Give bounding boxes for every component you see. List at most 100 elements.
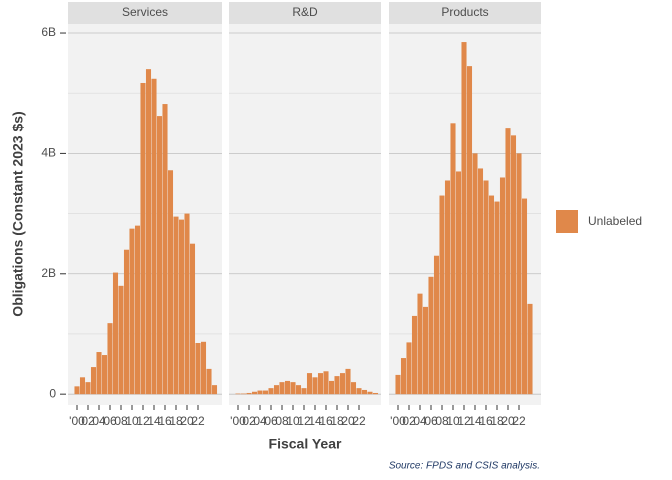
bar	[156, 116, 163, 395]
x-tick-label: 12	[136, 414, 150, 428]
bar	[96, 352, 102, 395]
bar	[279, 382, 285, 395]
x-tick-label: 02	[242, 414, 256, 428]
x-tick-label: 14	[308, 414, 322, 428]
bar	[350, 382, 357, 395]
x-tick-label: 10	[125, 414, 139, 428]
bar	[510, 135, 517, 395]
bar	[439, 195, 445, 395]
bar	[284, 380, 291, 395]
legend-label: Unlabeled	[588, 214, 642, 228]
x-tick-label: 20	[501, 414, 515, 428]
source-note: Source: FPDS and CSIS analysis.	[389, 461, 540, 472]
y-tick-label: 6B	[41, 25, 56, 39]
x-tick-label: 18	[169, 414, 183, 428]
x-tick-label: 08	[114, 414, 128, 428]
x-tick-label: 16	[479, 414, 493, 428]
bar	[312, 377, 318, 395]
x-tick-label: 10	[446, 414, 460, 428]
x-tick-label: '00	[230, 414, 246, 428]
bar	[151, 78, 157, 395]
x-tick-label: 18	[330, 414, 344, 428]
bar	[145, 69, 152, 395]
bar	[295, 385, 302, 395]
bar	[112, 272, 119, 395]
bar	[301, 388, 307, 395]
legend-swatch	[556, 210, 578, 233]
bar	[334, 376, 340, 395]
bar	[466, 66, 473, 395]
bar	[356, 388, 362, 395]
bar	[428, 276, 434, 395]
x-tick-label: 04	[413, 414, 427, 428]
bar	[251, 391, 258, 395]
y-tick-label: 0	[49, 386, 56, 400]
bar	[134, 225, 141, 395]
bar	[367, 391, 373, 395]
y-tick-label: 4B	[41, 146, 56, 160]
bar	[268, 388, 274, 395]
bar	[345, 368, 351, 395]
bar	[195, 343, 201, 395]
x-tick-label: 06	[103, 414, 117, 428]
bar	[240, 393, 247, 395]
x-tick-label: 12	[457, 414, 471, 428]
bar	[372, 392, 379, 395]
x-tick-label: 04	[92, 414, 106, 428]
bar	[461, 42, 467, 395]
bar	[400, 358, 407, 395]
bar	[395, 374, 401, 395]
x-tick-label: 22	[352, 414, 366, 428]
x-tick-label: 22	[191, 414, 205, 428]
bar	[184, 213, 190, 395]
bar	[162, 104, 168, 395]
bar	[140, 82, 146, 395]
strip-label: Products	[441, 5, 488, 19]
bar	[189, 243, 196, 395]
bar	[521, 198, 528, 395]
strip	[68, 2, 222, 24]
x-tick-label: 02	[402, 414, 416, 428]
bar	[411, 315, 418, 395]
strip-label: R&D	[292, 5, 318, 19]
bar	[200, 341, 207, 395]
bar	[477, 168, 484, 395]
bar	[406, 342, 412, 395]
bar	[455, 171, 462, 395]
bar	[178, 219, 185, 395]
bar	[167, 170, 174, 395]
bar	[417, 293, 423, 395]
bar	[444, 180, 451, 395]
x-tick-label: 14	[468, 414, 482, 428]
bar	[262, 390, 269, 395]
bar	[206, 368, 212, 395]
bar	[488, 195, 495, 395]
panel-background	[229, 24, 381, 405]
bar	[361, 389, 368, 395]
x-tick-label: 08	[275, 414, 289, 428]
x-tick-label: 10	[286, 414, 300, 428]
bar	[118, 285, 124, 395]
x-tick-label: 06	[424, 414, 438, 428]
x-tick-label: 18	[490, 414, 504, 428]
x-tick-label: 04	[253, 414, 267, 428]
bar	[257, 390, 263, 395]
bar	[328, 380, 335, 395]
bar	[246, 392, 252, 395]
bar	[74, 386, 80, 395]
bar	[107, 323, 113, 395]
bar	[129, 228, 135, 395]
x-tick-label: 08	[435, 414, 449, 428]
bar	[123, 249, 130, 395]
x-tick-label: 12	[297, 414, 311, 428]
x-tick-label: '00	[69, 414, 85, 428]
bar	[494, 201, 500, 395]
x-tick-label: 20	[180, 414, 194, 428]
x-tick-label: 16	[158, 414, 172, 428]
strip	[389, 2, 541, 24]
bar	[323, 371, 329, 395]
bar	[235, 393, 241, 395]
x-tick-label: 22	[512, 414, 526, 428]
bar	[516, 153, 522, 395]
